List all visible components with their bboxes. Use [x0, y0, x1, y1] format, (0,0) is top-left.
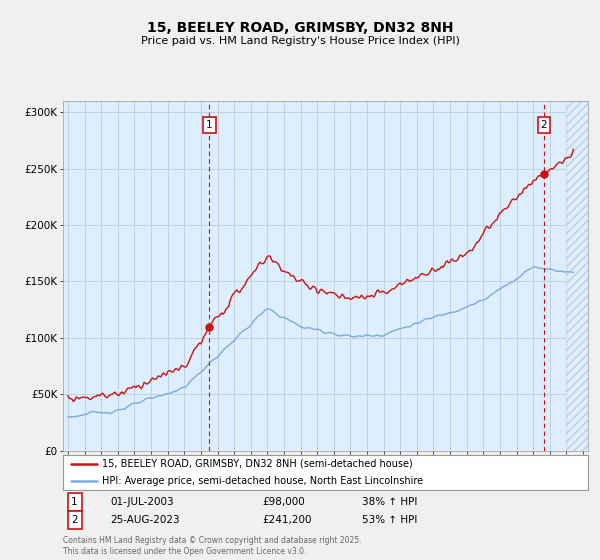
Text: 2: 2 — [541, 120, 547, 130]
Text: 15, BEELEY ROAD, GRIMSBY, DN32 8NH (semi-detached house): 15, BEELEY ROAD, GRIMSBY, DN32 8NH (semi… — [103, 459, 413, 469]
Text: Price paid vs. HM Land Registry's House Price Index (HPI): Price paid vs. HM Land Registry's House … — [140, 36, 460, 46]
Text: 15, BEELEY ROAD, GRIMSBY, DN32 8NH: 15, BEELEY ROAD, GRIMSBY, DN32 8NH — [147, 21, 453, 35]
Text: HPI: Average price, semi-detached house, North East Lincolnshire: HPI: Average price, semi-detached house,… — [103, 476, 424, 486]
Text: Contains HM Land Registry data © Crown copyright and database right 2025.
This d: Contains HM Land Registry data © Crown c… — [63, 536, 361, 556]
Bar — [566, 101, 588, 451]
Text: £241,200: £241,200 — [263, 515, 312, 525]
Text: 01-JUL-2003: 01-JUL-2003 — [110, 497, 174, 507]
Text: 1: 1 — [71, 497, 78, 507]
Bar — [566, 101, 588, 451]
Text: 38% ↑ HPI: 38% ↑ HPI — [362, 497, 418, 507]
Text: £98,000: £98,000 — [263, 497, 305, 507]
Text: 25-AUG-2023: 25-AUG-2023 — [110, 515, 180, 525]
Text: 2: 2 — [71, 515, 78, 525]
Text: 53% ↑ HPI: 53% ↑ HPI — [362, 515, 418, 525]
Text: 1: 1 — [206, 120, 212, 130]
